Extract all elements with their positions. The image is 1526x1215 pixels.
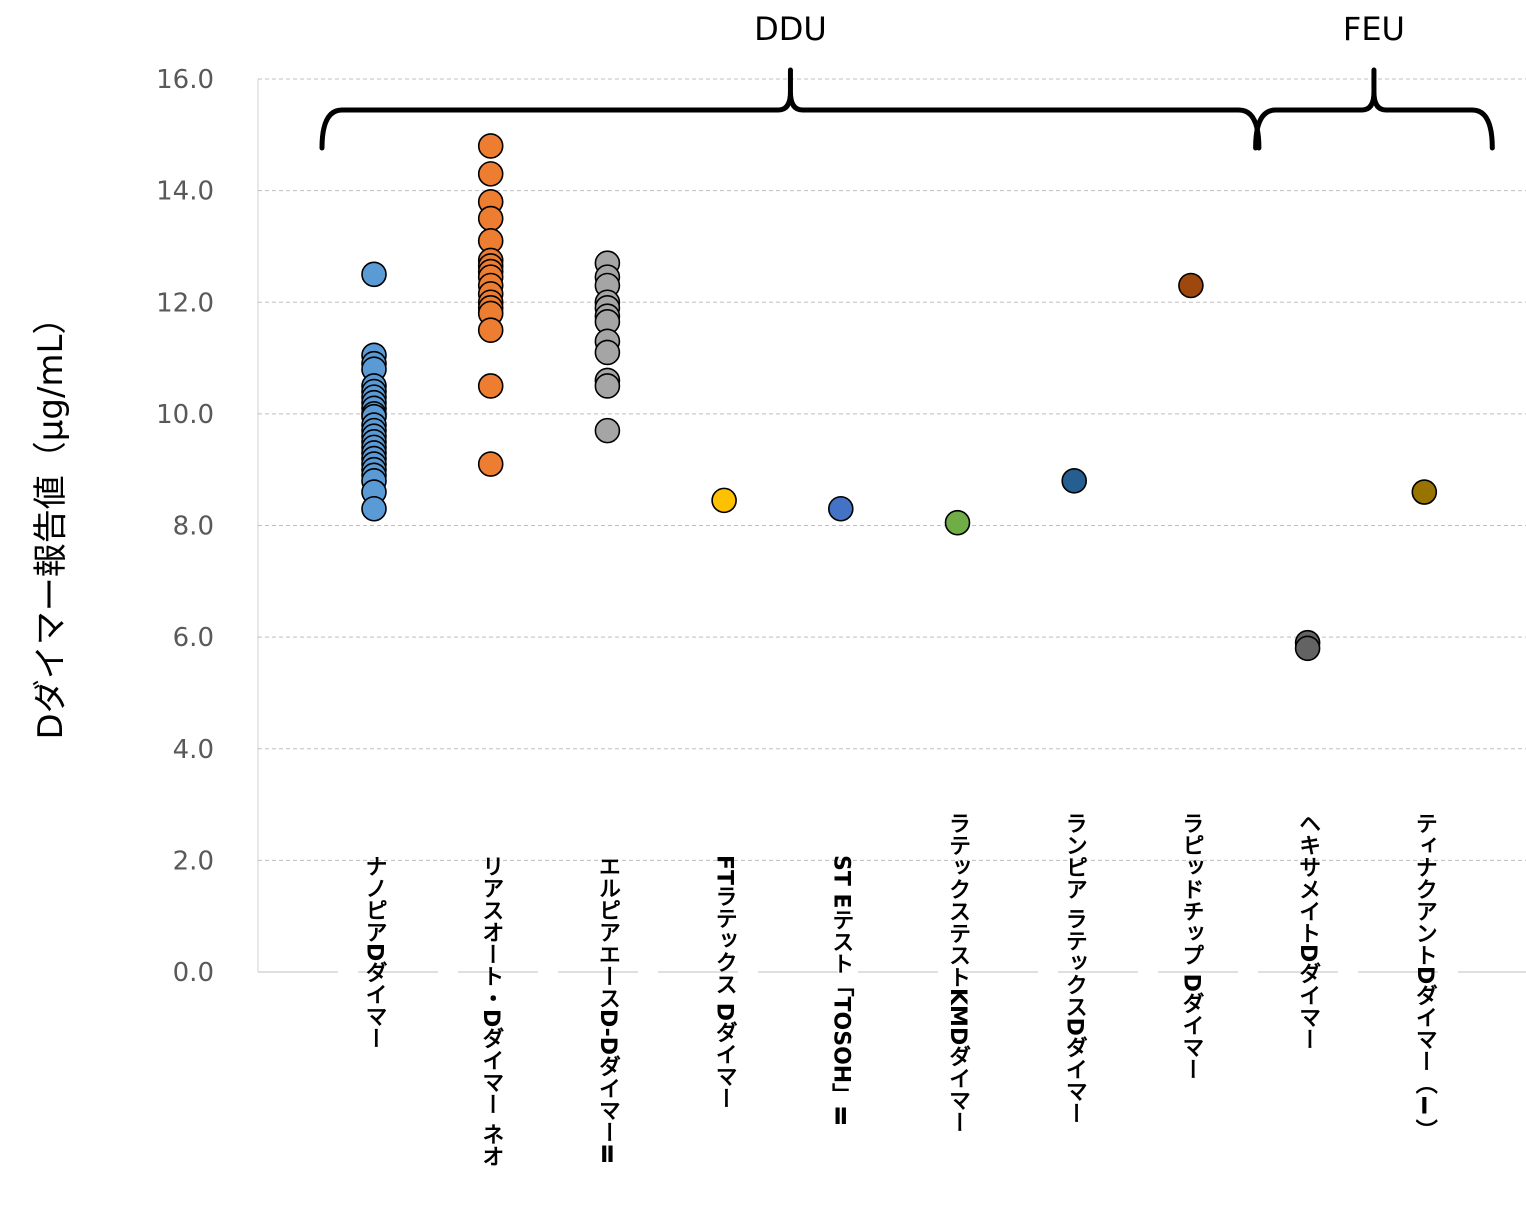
- data-point: [1411, 479, 1438, 505]
- data-point: [594, 373, 621, 399]
- y-tick-label: 4.0: [173, 735, 214, 765]
- y-tick-label: 16.0: [156, 65, 214, 95]
- data-point: [361, 495, 387, 522]
- data-point: [1178, 272, 1204, 299]
- x-category-label: FTラテックス Dダイマー: [712, 855, 737, 1109]
- data-point: [594, 417, 621, 444]
- data-point: [361, 261, 387, 288]
- x-category-label: ラピッドチップ Dダイマー: [1178, 812, 1203, 1080]
- data-point: [477, 373, 504, 399]
- data-point: [477, 451, 504, 477]
- gridlines: [257, 78, 1526, 973]
- data-point: [477, 133, 504, 159]
- data-point: [477, 161, 504, 187]
- x-category-label: リアスオート・Dダイマー ネオ: [478, 855, 503, 1167]
- group-brackets: DDU FEU: [319, 10, 1495, 151]
- data-point: [1061, 468, 1087, 494]
- x-category-label: エルピアエースD-DダイマーⅡ: [595, 855, 620, 1168]
- group-bracket: [1253, 67, 1495, 151]
- y-tick-label: 2.0: [173, 846, 214, 876]
- y-tick-label: 10.0: [156, 400, 214, 430]
- x-category-label: ナノピアDダイマー: [362, 855, 387, 1049]
- y-axis-title: Dダイマー報告値（µg/mL）: [31, 301, 71, 740]
- data-point: [477, 205, 504, 232]
- y-tick-label: 8.0: [173, 512, 214, 542]
- y-tick-label: 14.0: [156, 177, 214, 207]
- data-point: [1294, 635, 1321, 662]
- y-tick-label: 0.0: [173, 958, 214, 988]
- y-tick-label: 12.0: [156, 288, 214, 318]
- x-category-label: ティナクアントDダイマー（Ⅰ）: [1412, 812, 1438, 1141]
- data-point: [594, 339, 621, 366]
- group-bracket: [319, 67, 1262, 151]
- y-tick-label: 6.0: [173, 623, 214, 653]
- x-category-label: ランピア ラテックスDダイマー: [1062, 812, 1087, 1124]
- x-category-label: ヘキサメイトDダイマー: [1295, 812, 1320, 1050]
- data-points: [361, 133, 1438, 662]
- data-point: [711, 487, 737, 514]
- x-category-label: ST Eテスト「TOSOH」Ⅱ: [828, 855, 854, 1130]
- group-label: DDU: [754, 10, 827, 48]
- data-point: [477, 317, 504, 343]
- data-point: [827, 495, 854, 522]
- x-category-label: ラテックステストKMDダイマー: [945, 812, 970, 1133]
- y-axis-ticks: 0.0 2.0 4.0 6.0 8.0 10.0 12.0 14.0 16.0: [156, 65, 214, 988]
- data-point: [944, 509, 971, 536]
- group-label: FEU: [1343, 10, 1405, 48]
- x-axis-labels: ナノピアDダイマー リアスオート・Dダイマー ネオ エルピアエースD-DダイマーⅡ F…: [362, 812, 1438, 1168]
